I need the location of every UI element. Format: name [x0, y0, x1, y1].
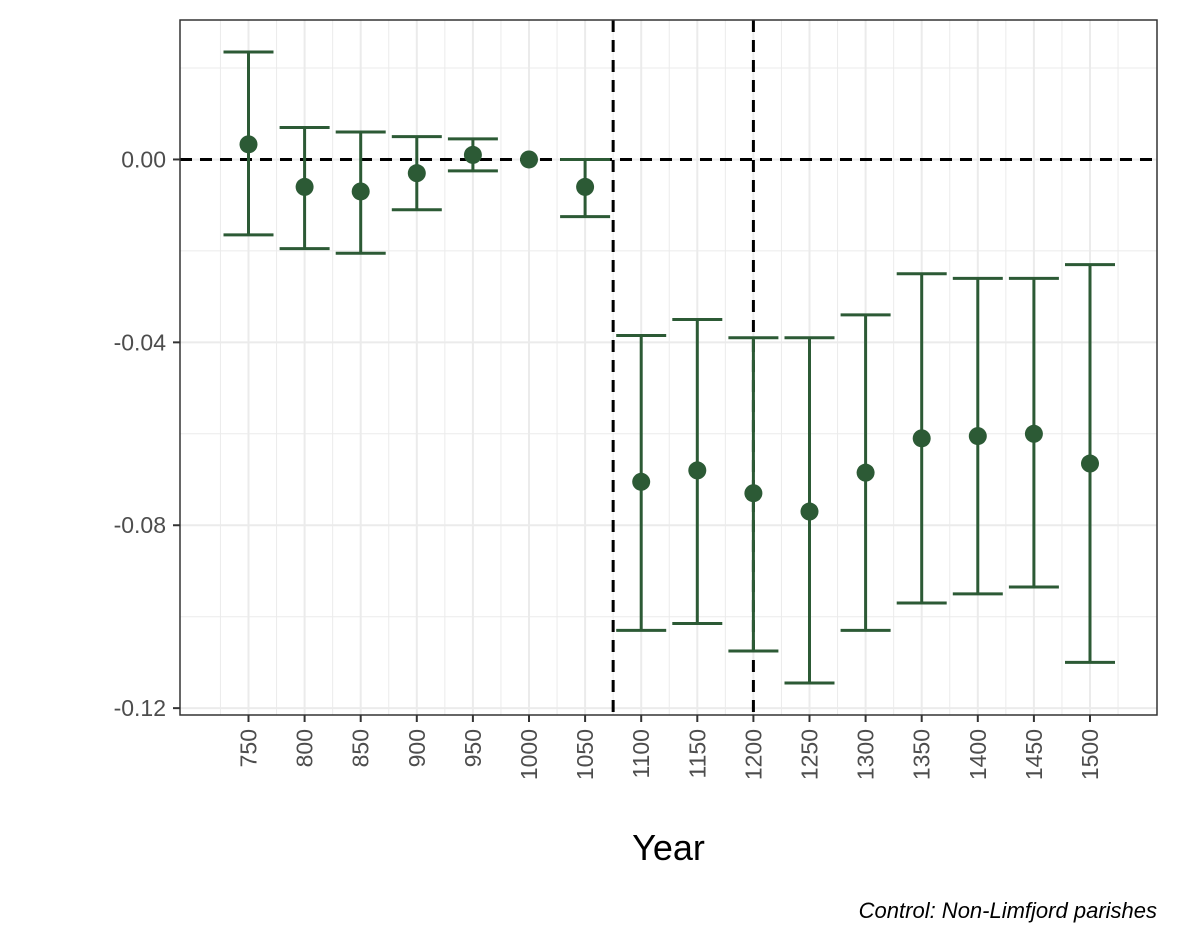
y-tick-label: -0.04 — [114, 329, 167, 355]
x-tick-label: 950 — [460, 729, 486, 767]
y-tick-label: 0.00 — [121, 146, 166, 172]
x-axis-labels: 750 800 850 900 950 1000 1050 1100 1150 1200 1250 1… — [236, 729, 1104, 780]
y-tick-label: -0.12 — [114, 695, 166, 721]
x-tick-label: 1150 — [684, 729, 710, 778]
x-axis-title: Year — [632, 827, 705, 868]
point-1500 — [1081, 454, 1099, 473]
point-950 — [463, 145, 482, 164]
x-tick-label: 850 — [348, 729, 374, 767]
x-tick-label: 800 — [292, 729, 318, 767]
x-tick-label: 1400 — [965, 729, 991, 780]
point-1100 — [632, 472, 651, 491]
x-tick-label: 900 — [404, 729, 430, 767]
x-tick-label: 1100 — [628, 729, 654, 778]
grid — [180, 20, 1157, 715]
x-tick-label: 1450 — [1021, 729, 1047, 780]
x-tick-label: 1200 — [740, 729, 766, 780]
x-tick-label: 1000 — [516, 729, 542, 780]
point-750 — [239, 135, 258, 154]
y-tick-label: -0.08 — [114, 512, 166, 538]
point-1350 — [912, 429, 931, 448]
point-800 — [295, 177, 314, 196]
point-1200 — [744, 484, 763, 503]
point-1450 — [1024, 424, 1043, 443]
axis-ticks — [173, 158, 1091, 722]
point-1300 — [856, 463, 875, 482]
point-1250 — [800, 502, 819, 521]
x-tick-label: 1500 — [1077, 729, 1103, 780]
x-tick-label: 1250 — [797, 729, 823, 780]
point-1000 — [520, 150, 538, 169]
y-axis-labels: 0.00 -0.04 -0.08 -0.12 — [114, 146, 167, 721]
point-850 — [351, 182, 370, 201]
points — [239, 135, 1099, 521]
point-1150 — [688, 461, 707, 480]
point-1050 — [576, 177, 595, 196]
x-tick-label: 1300 — [853, 729, 879, 780]
reference-lines — [180, 20, 1157, 715]
panel-border — [179, 19, 1158, 716]
error-bars — [223, 50, 1115, 685]
x-tick-label: 1050 — [572, 729, 598, 780]
caption: Control: Non-Limfjord parishes — [859, 898, 1157, 923]
point-900 — [407, 164, 426, 183]
x-tick-label: 750 — [236, 729, 262, 767]
x-tick-label: 1350 — [909, 729, 935, 780]
point-1400 — [968, 427, 987, 446]
